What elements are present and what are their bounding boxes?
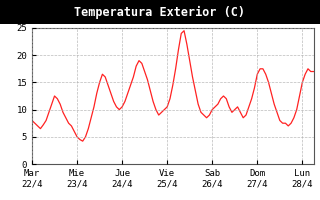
Text: Temperatura Exterior (C): Temperatura Exterior (C) xyxy=(75,5,245,19)
Text: 2025: 2025 xyxy=(148,16,172,26)
